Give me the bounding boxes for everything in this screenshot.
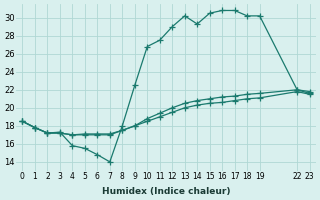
X-axis label: Humidex (Indice chaleur): Humidex (Indice chaleur) bbox=[102, 187, 230, 196]
